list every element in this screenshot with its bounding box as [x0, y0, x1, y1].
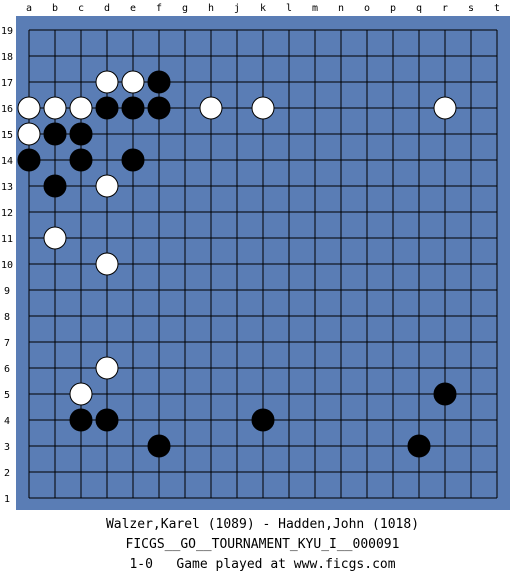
- column-label: b: [52, 3, 58, 14]
- row-label: 14: [1, 156, 13, 167]
- go-board: a b c d e f g h j k l m n o p q r s t191817161514131211109…: [1, 3, 510, 510]
- row-label: 13: [1, 182, 13, 193]
- black-stone: [69, 122, 93, 146]
- row-label: 6: [4, 364, 10, 375]
- black-stone: [95, 408, 119, 432]
- black-stone: [433, 382, 457, 406]
- column-label: o: [364, 3, 370, 14]
- column-label: c: [78, 3, 84, 14]
- column-label: e: [130, 3, 136, 14]
- row-label: 1: [4, 494, 10, 505]
- white-stone: [433, 96, 457, 120]
- column-label: q: [416, 3, 422, 14]
- row-label: 7: [4, 338, 10, 349]
- row-label: 4: [4, 416, 10, 427]
- column-label: d: [104, 3, 110, 14]
- white-stone: [43, 226, 67, 250]
- column-label: f: [156, 3, 162, 14]
- black-stone: [17, 148, 41, 172]
- black-stone: [407, 434, 431, 458]
- row-label: 9: [4, 286, 10, 297]
- white-stone: [17, 122, 41, 146]
- white-stone: [95, 174, 119, 198]
- white-stone: [69, 382, 93, 406]
- column-label: m: [312, 3, 318, 14]
- black-stone: [147, 434, 171, 458]
- white-stone: [95, 252, 119, 276]
- result-caption: 1-0 Game played at www.ficgs.com: [129, 557, 396, 572]
- row-label: 15: [1, 130, 13, 141]
- black-stone: [147, 70, 171, 94]
- column-label: t: [494, 3, 500, 14]
- row-label: 18: [1, 52, 13, 63]
- row-label: 8: [4, 312, 10, 323]
- black-stone: [147, 96, 171, 120]
- white-stone: [95, 70, 119, 94]
- column-label: n: [338, 3, 344, 14]
- column-label: g: [182, 3, 188, 14]
- column-label: p: [390, 3, 396, 14]
- row-label: 12: [1, 208, 13, 219]
- black-stone: [121, 96, 145, 120]
- black-stone: [121, 148, 145, 172]
- black-stone: [69, 148, 93, 172]
- black-stone: [43, 122, 67, 146]
- black-stone: [69, 408, 93, 432]
- column-label: s: [468, 3, 474, 14]
- players-caption: Walzer,Karel (1089) - Hadden,John (1018): [105, 517, 420, 532]
- black-stone: [251, 408, 275, 432]
- event-caption: FICGS__GO__TOURNAMENT_KYU_I__000091: [125, 537, 400, 552]
- white-stone: [17, 96, 41, 120]
- white-stone: [95, 356, 119, 380]
- white-stone: [121, 70, 145, 94]
- row-label: 10: [1, 260, 13, 271]
- column-label: j: [234, 3, 240, 14]
- column-label: r: [442, 3, 448, 14]
- column-label: h: [208, 3, 214, 14]
- white-stone: [199, 96, 223, 120]
- row-label: 19: [1, 26, 13, 37]
- white-stone: [43, 96, 67, 120]
- column-label: a: [26, 3, 32, 14]
- black-stone: [43, 174, 67, 198]
- row-label: 17: [1, 78, 13, 89]
- white-stone: [69, 96, 93, 120]
- row-label: 16: [1, 104, 13, 115]
- row-label: 2: [4, 468, 10, 479]
- column-label: k: [260, 3, 266, 14]
- row-label: 11: [1, 234, 13, 245]
- black-stone: [95, 96, 119, 120]
- column-label: l: [286, 3, 292, 14]
- white-stone: [251, 96, 275, 120]
- row-label: 3: [4, 442, 10, 453]
- row-label: 5: [4, 390, 10, 401]
